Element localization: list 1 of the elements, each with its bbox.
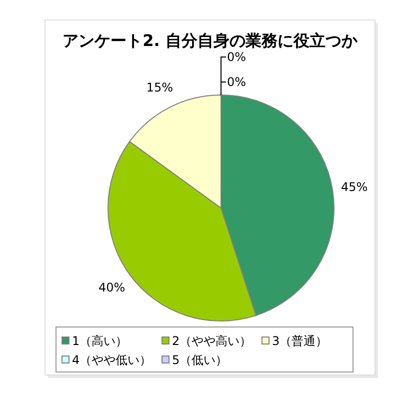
title: アンケート2. 自分自身の業務に役立つか bbox=[62, 31, 358, 50]
